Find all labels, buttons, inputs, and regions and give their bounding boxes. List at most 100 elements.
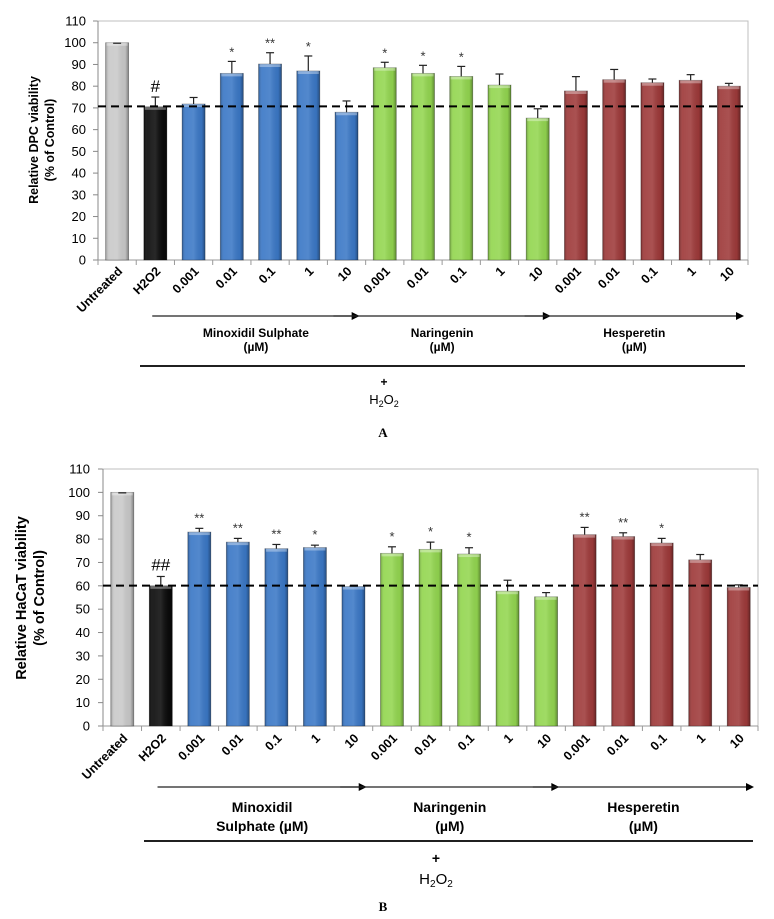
bar-highlight	[651, 543, 673, 547]
group-label-line1: Hesperetin	[603, 326, 665, 340]
bar-shading	[226, 542, 250, 726]
x-category-label: 0.1	[638, 264, 660, 286]
bar-highlight	[535, 596, 557, 600]
bar-shading	[335, 112, 359, 260]
bar-shading	[526, 118, 550, 260]
group-label-line2: (µM)	[430, 340, 455, 354]
y-tick-label: 60	[76, 578, 90, 593]
significance-asterisk: *	[420, 48, 425, 63]
bar-highlight	[412, 73, 434, 77]
bar-highlight	[488, 85, 510, 89]
y-axis-title-line2: (% of Control)	[32, 550, 48, 646]
y-tick-label: 40	[76, 625, 90, 640]
bar-highlight	[381, 553, 403, 557]
y-tick-label: 50	[76, 602, 90, 617]
x-category-label: 0.01	[412, 731, 439, 758]
y-tick-label: 0	[83, 719, 90, 734]
x-category-label: 0.1	[447, 264, 469, 286]
y-tick-label: 90	[72, 57, 86, 72]
y-tick-label: 110	[65, 14, 86, 29]
plus-label: +	[432, 850, 440, 866]
x-category-label: 0.001	[561, 731, 593, 763]
bar-shading	[105, 42, 129, 261]
bar-highlight	[227, 542, 249, 546]
bar-highlight	[641, 82, 663, 86]
bar-shading	[149, 585, 173, 726]
x-category-label: 10	[335, 264, 355, 284]
x-category-label: 0.01	[404, 264, 431, 291]
significance-asterisk: **	[194, 510, 204, 525]
y-axis-title-line1: Relative DPC viability	[27, 76, 41, 204]
group-arrowhead	[736, 312, 744, 320]
y-axis-title-line2: (% of Control)	[43, 99, 57, 182]
bar-highlight	[111, 492, 133, 496]
x-category-label: 0.01	[219, 731, 246, 758]
panel-label: B	[379, 899, 388, 914]
x-category-label: 0.001	[368, 731, 400, 763]
y-tick-label: 10	[72, 231, 86, 246]
bar-shading	[220, 73, 244, 260]
bar-shading	[650, 543, 674, 726]
bar-highlight	[565, 90, 587, 94]
bar-highlight	[150, 585, 172, 589]
group-arrowhead	[746, 783, 754, 791]
chart-panel-b: Relative HaCaT viability (% of Control) …	[14, 462, 759, 914]
y-tick-label: 80	[76, 532, 90, 547]
bars: ##**** ** * * * *** ** *	[102, 468, 759, 731]
significance-asterisk: *	[382, 45, 387, 60]
x-category-label: 0.01	[604, 731, 631, 758]
x-category-label: 0.1	[256, 264, 278, 286]
significance-hash: #	[151, 77, 161, 96]
bar-highlight	[680, 80, 702, 84]
bar-shading	[534, 596, 558, 726]
x-category-label: 1	[501, 731, 516, 746]
x-axis-categories: Untreated H2O2 0.001 0.01 0.1 1 10 0.001 0.01 0.1…	[74, 264, 737, 315]
significance-asterisk: **	[265, 36, 275, 51]
x-category-label: 10	[717, 264, 737, 284]
bar-shading	[419, 549, 442, 726]
x-category-label: 0.1	[455, 731, 477, 753]
significance-asterisk: *	[306, 39, 311, 54]
bar-highlight	[336, 112, 358, 116]
significance-asterisk: *	[466, 530, 471, 545]
x-category-label: 0.01	[213, 264, 240, 291]
y-tick-label: 100	[68, 485, 90, 500]
group-label-line1: Minoxidil Sulphate	[203, 326, 309, 340]
y-tick-label: 40	[72, 166, 86, 181]
bar-shading	[182, 103, 206, 260]
bar-highlight	[304, 547, 326, 551]
group-label-line2: Sulphate (µM)	[216, 818, 308, 834]
y-tick-label: 30	[72, 187, 86, 202]
y-tick-label: 30	[76, 648, 90, 663]
y-tick-label: 20	[76, 672, 90, 687]
bar-shading	[573, 534, 597, 726]
bar-shading	[110, 492, 134, 726]
significance-asterisk: *	[428, 524, 433, 539]
x-category-label: 10	[526, 264, 546, 284]
bar-shading	[380, 553, 404, 726]
bar-highlight	[718, 86, 740, 90]
y-tick-label: 20	[72, 209, 86, 224]
x-category-label: 1	[694, 731, 709, 746]
bar-shading	[487, 85, 511, 260]
x-axis-categories: Untreated H2O2 0.001 0.01 0.1 1 10 0.001 0.01 0.1…	[79, 731, 747, 782]
group-labels: Minoxidil Sulphate (µM) Naringenin (µM) Hesp…	[144, 783, 754, 842]
bar-highlight	[420, 549, 441, 553]
x-category-label: 0.1	[648, 731, 670, 753]
x-category-label: 0.01	[595, 264, 622, 291]
x-category-label: 0.001	[170, 264, 202, 296]
bar-shading	[449, 76, 473, 261]
bar-highlight	[297, 70, 319, 74]
bar-shading	[303, 547, 327, 726]
x-category-label: Untreated	[79, 731, 130, 782]
y-axis-title: Relative HaCaT viability (% of Control)	[14, 516, 48, 680]
bar-shading	[258, 64, 282, 261]
x-category-label: 1	[308, 731, 323, 746]
x-category-label: 1	[684, 264, 699, 279]
x-category-label: 1	[493, 264, 508, 279]
group-label-line2: (µM)	[622, 340, 647, 354]
x-category-label: 0.1	[262, 731, 284, 753]
panel-label: A	[378, 425, 388, 440]
chart-panel-a: Relative DPC viability (% of Control) 0 1…	[27, 14, 749, 440]
